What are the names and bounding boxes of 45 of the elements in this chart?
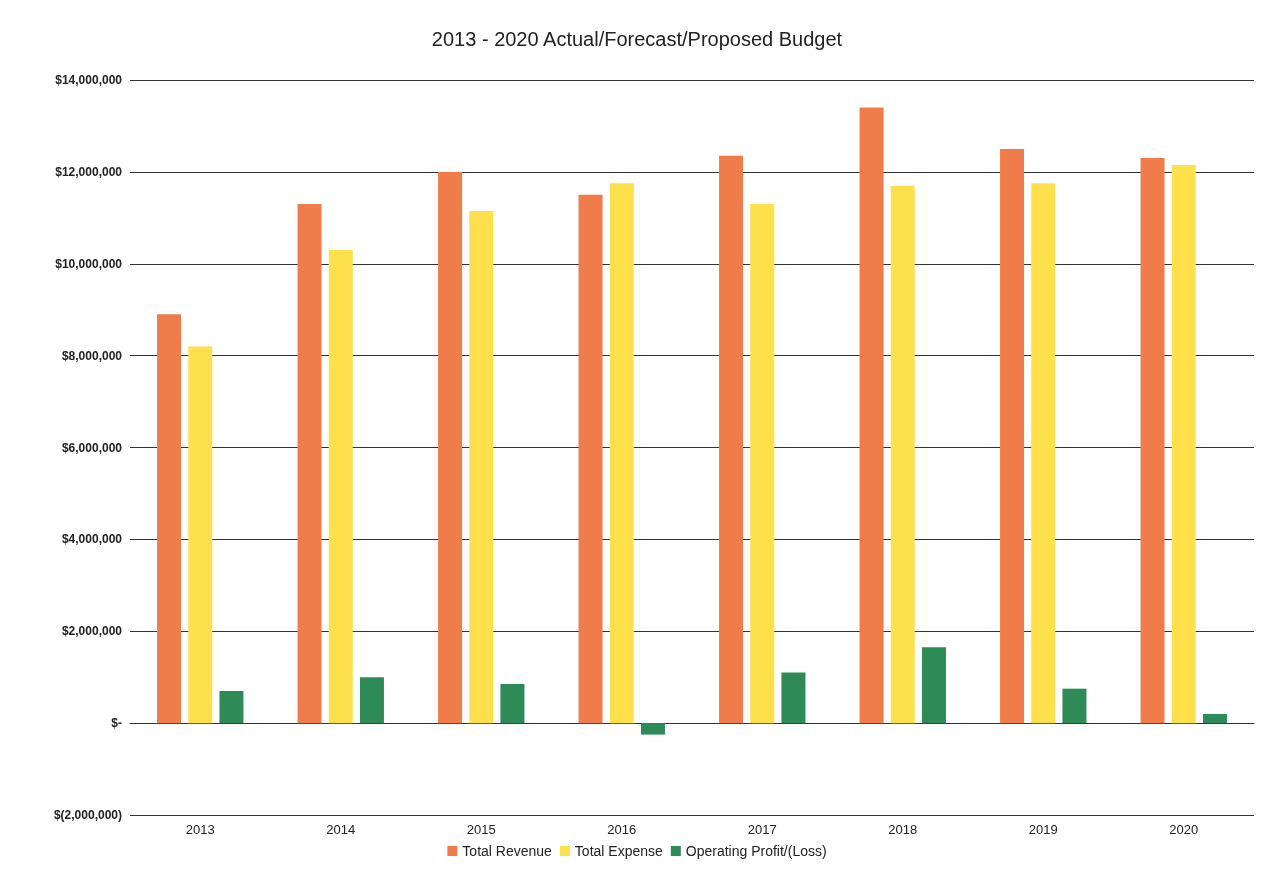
bar bbox=[921, 647, 946, 724]
y-tick-label: $14,000,000 bbox=[55, 73, 123, 87]
y-tick-label: $2,000,000 bbox=[61, 624, 123, 639]
y-tick-label: $8,000,000 bbox=[61, 348, 123, 363]
y-tick-label: $6,000,000 bbox=[61, 440, 123, 455]
chart-title: 2013 - 2020 Actual/Forecast/Proposed Budget bbox=[431, 28, 843, 50]
bar bbox=[1140, 158, 1165, 724]
x-tick-label: 2016 bbox=[607, 822, 637, 837]
x-tick-label: 2013 bbox=[185, 822, 215, 837]
y-tick-label: $4,000,000 bbox=[61, 532, 123, 547]
bar bbox=[359, 677, 384, 724]
bar bbox=[781, 672, 806, 724]
legend-label: Operating Profit/(Loss) bbox=[685, 843, 827, 859]
legend-label: Total Expense bbox=[574, 843, 664, 859]
bar bbox=[719, 155, 744, 724]
bar bbox=[1031, 183, 1056, 724]
bar bbox=[328, 249, 353, 724]
bar bbox=[609, 183, 634, 724]
bar bbox=[469, 210, 494, 724]
y-tick-label: $- bbox=[111, 716, 122, 731]
x-tick-label: 2018 bbox=[888, 822, 918, 837]
bar bbox=[1062, 688, 1087, 724]
x-tick-label: 2015 bbox=[466, 822, 496, 837]
bar bbox=[500, 684, 525, 724]
bar bbox=[1202, 713, 1227, 724]
x-tick-label: 2014 bbox=[326, 822, 356, 837]
legend-label: Total Revenue bbox=[462, 843, 553, 859]
bar bbox=[188, 346, 213, 724]
bar bbox=[297, 204, 322, 724]
bar bbox=[890, 185, 915, 724]
y-tick-label: $12,000,000 bbox=[55, 164, 123, 179]
bar bbox=[578, 194, 603, 724]
bar bbox=[219, 690, 244, 724]
x-tick-label: 2017 bbox=[747, 822, 777, 837]
y-tick-label: $(2,000,000) bbox=[53, 808, 122, 822]
bar bbox=[640, 723, 665, 735]
bar bbox=[750, 204, 775, 724]
x-tick-label: 2019 bbox=[1028, 822, 1058, 837]
bar bbox=[157, 314, 182, 724]
bar bbox=[859, 107, 884, 724]
bar bbox=[438, 171, 463, 724]
bar bbox=[1171, 164, 1196, 724]
x-tick-label: 2020 bbox=[1169, 822, 1199, 837]
bar bbox=[1000, 148, 1025, 724]
y-tick-label: $10,000,000 bbox=[55, 256, 123, 271]
